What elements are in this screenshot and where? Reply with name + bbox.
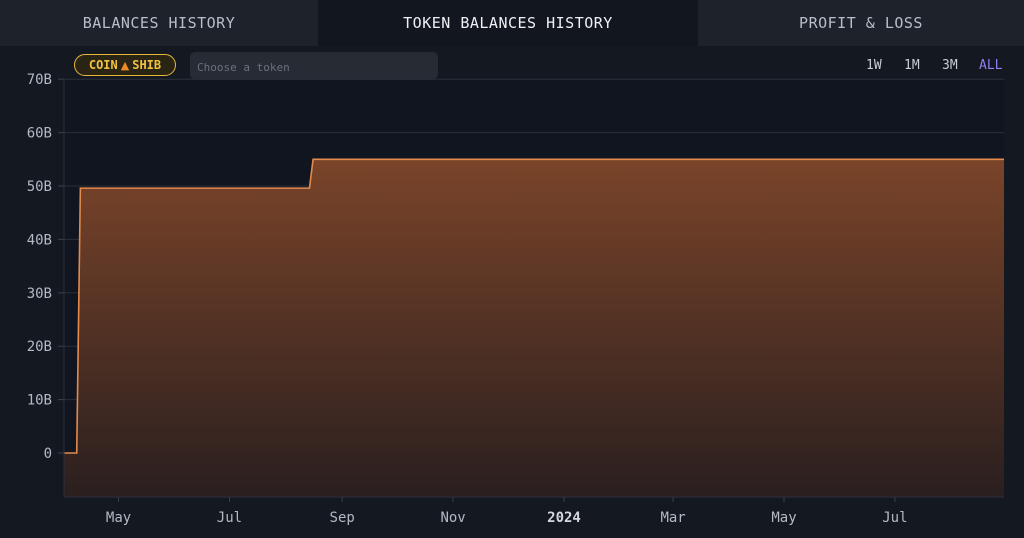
- tab-token-balances-history[interactable]: TOKEN BALANCES HISTORY: [318, 0, 698, 46]
- y-tick-label: 40B: [27, 232, 52, 248]
- series-area: [64, 159, 1004, 498]
- range-1w-button[interactable]: 1W: [866, 58, 882, 73]
- fox-icon: ▲: [120, 58, 130, 72]
- chip-token-label: SHIB: [132, 58, 162, 72]
- x-tick-label: May: [771, 510, 796, 526]
- token-filter-chip[interactable]: COIN ▲ SHIB: [74, 54, 176, 76]
- x-tick-label: May: [106, 510, 131, 526]
- tab-bar: BALANCES HISTORY TOKEN BALANCES HISTORY …: [0, 0, 1024, 46]
- tab-profit-loss[interactable]: PROFIT & LOSS: [698, 0, 1024, 46]
- x-tick-label: 2024: [547, 510, 581, 526]
- y-tick-label: 20B: [27, 339, 52, 355]
- y-tick-label: 70B: [27, 72, 52, 88]
- range-1m-button[interactable]: 1M: [904, 58, 920, 73]
- chip-prefix-label: COIN: [88, 58, 118, 72]
- range-all-button[interactable]: ALL: [979, 58, 1003, 73]
- y-tick-label: 30B: [27, 286, 52, 302]
- x-tick-label: Nov: [440, 510, 465, 526]
- token-search-input[interactable]: [190, 52, 438, 79]
- y-tick-label: 60B: [27, 126, 52, 142]
- x-tick-label: Jul: [882, 510, 907, 526]
- series-line: [64, 158, 1004, 454]
- y-tick-label: 10B: [27, 393, 52, 409]
- y-tick-label: 0: [44, 446, 52, 462]
- x-tick-label: Mar: [660, 510, 685, 526]
- range-3m-button[interactable]: 3M: [942, 58, 958, 73]
- chart-controls: COIN ▲ SHIB 1W 1M 3M ALL: [0, 46, 1024, 86]
- y-tick-label: 50B: [27, 179, 52, 195]
- tab-balances-history[interactable]: BALANCES HISTORY: [0, 0, 318, 46]
- x-tick-label: Jul: [217, 510, 242, 526]
- x-tick-label: Sep: [330, 510, 355, 526]
